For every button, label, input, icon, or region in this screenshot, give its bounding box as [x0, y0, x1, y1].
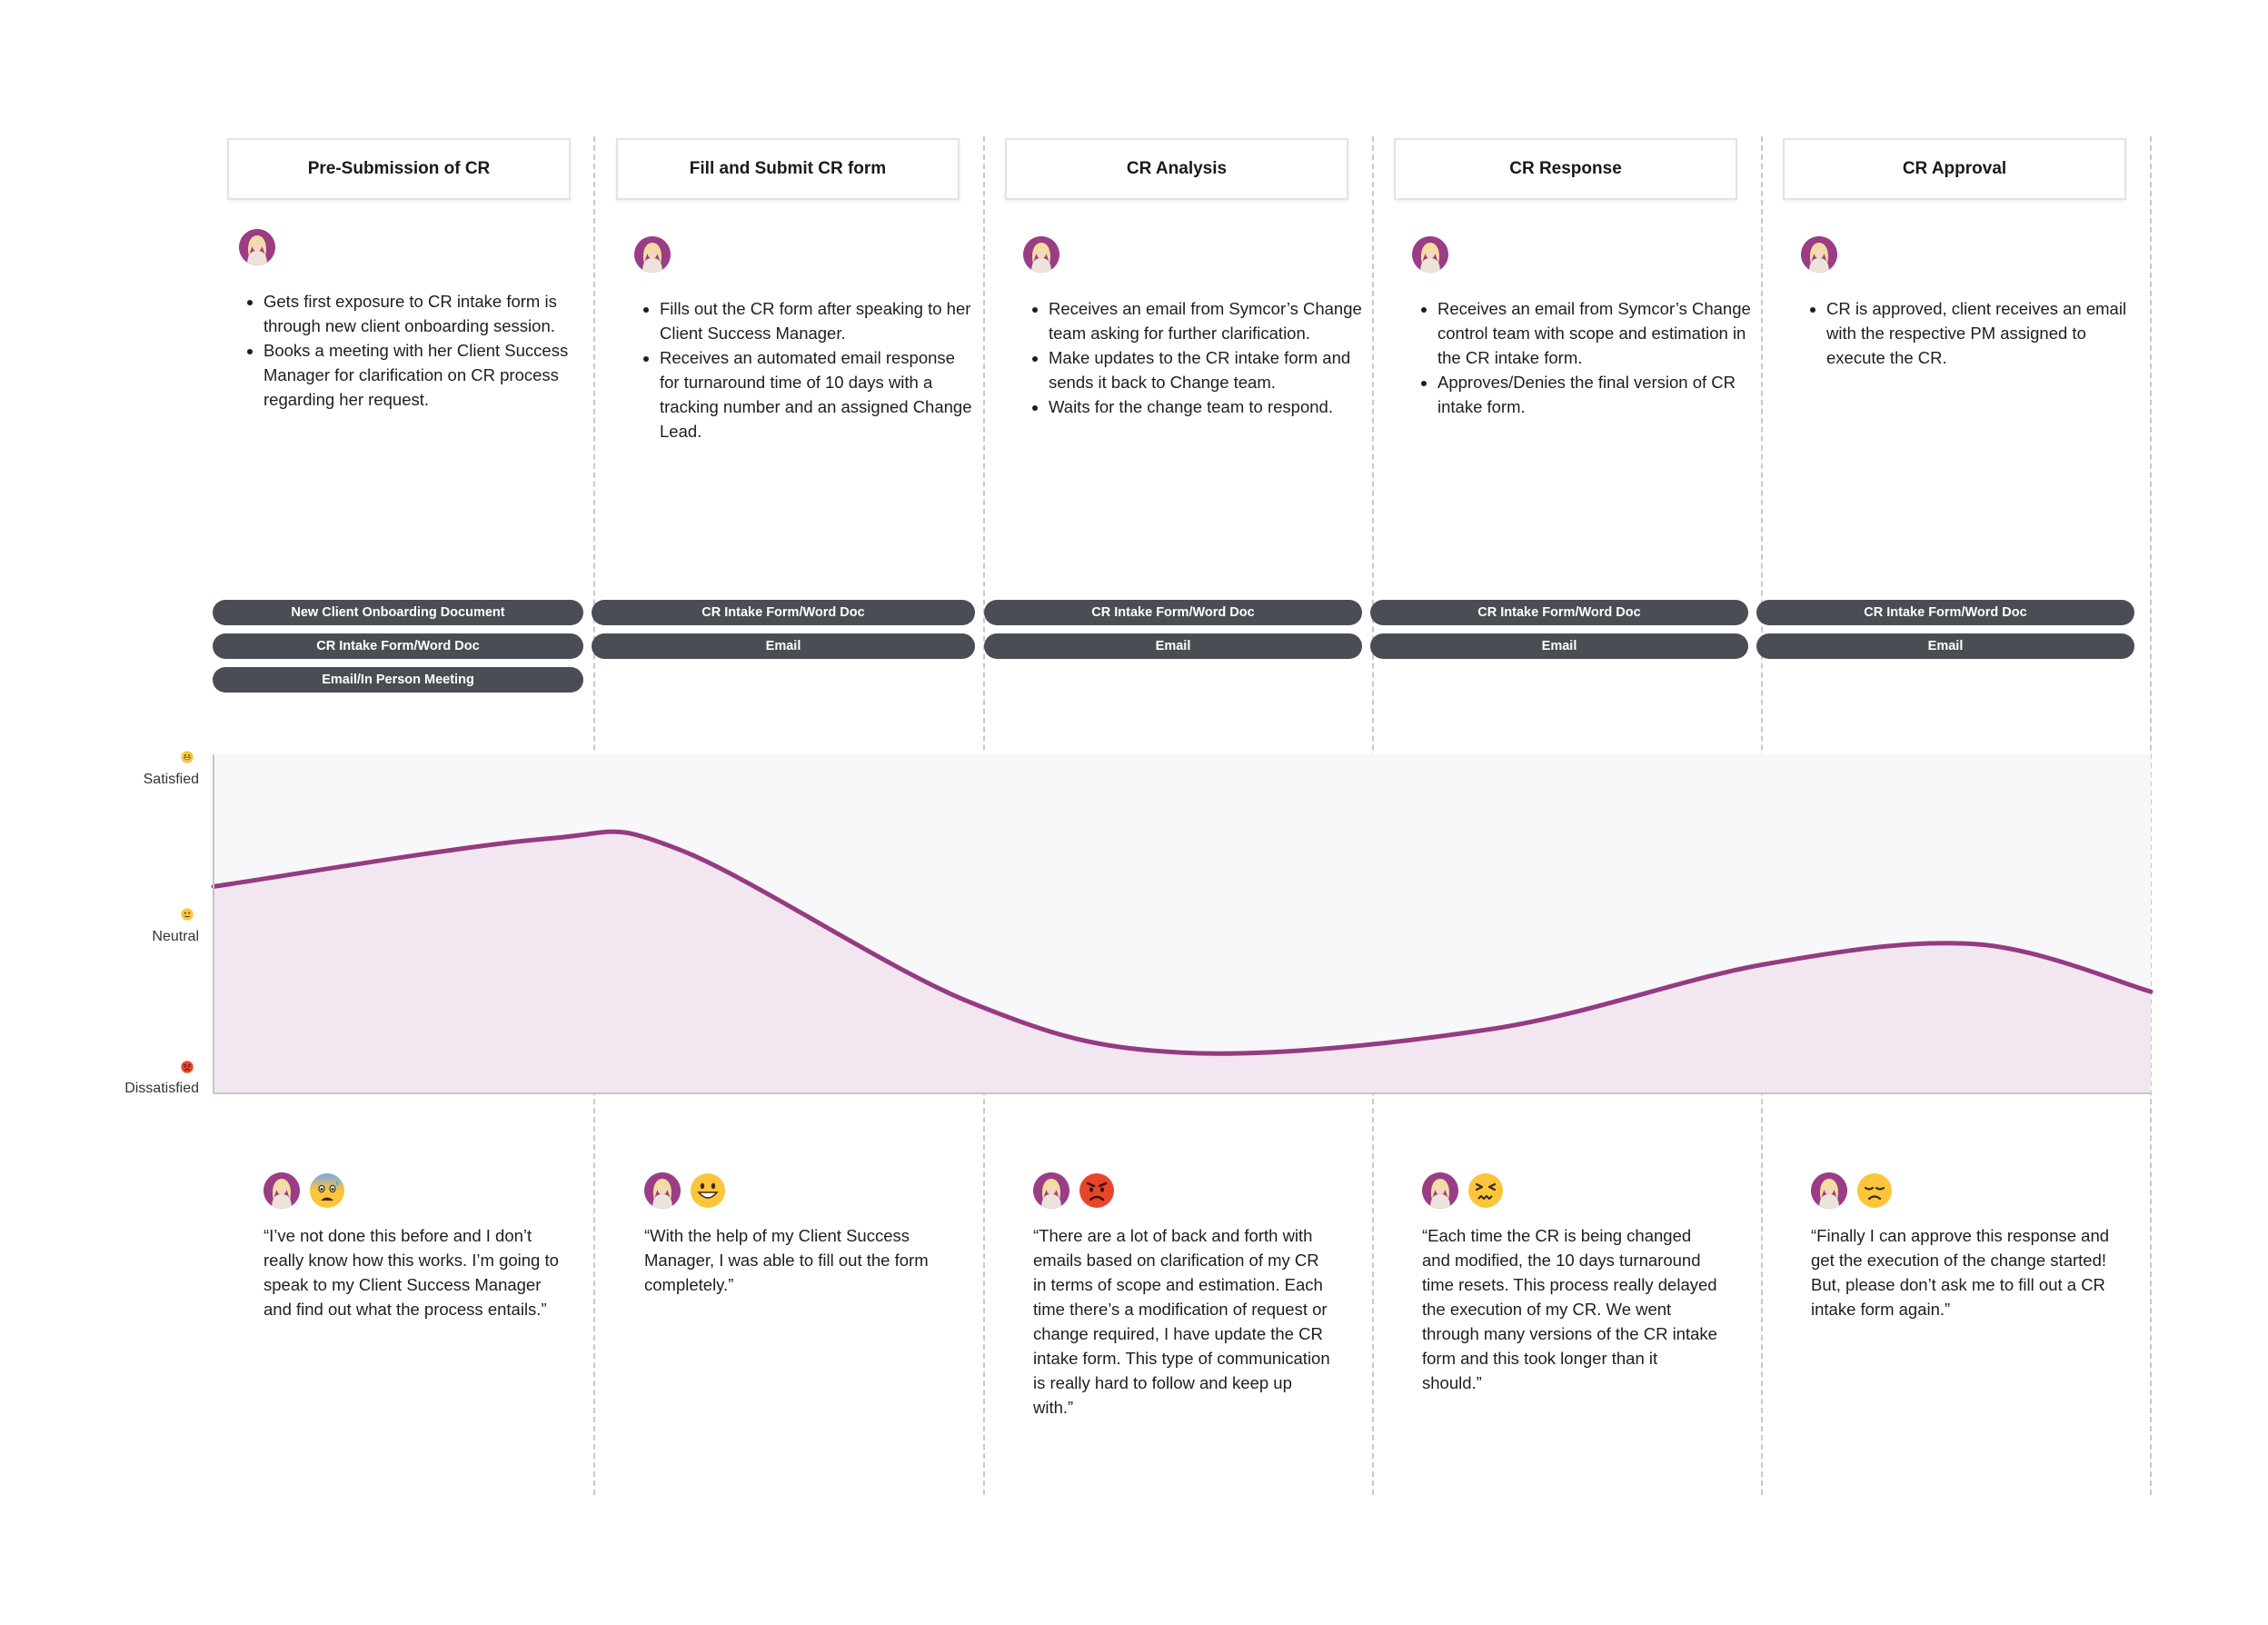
stage-actions: Gets first exposure to CR intake form is…	[238, 289, 572, 412]
touchpoint-pill: Email	[1370, 633, 1748, 659]
grinning-face-icon	[690, 1172, 726, 1209]
persona-quote: “With the help of my Client Success Mana…	[644, 1226, 929, 1294]
disappointed-face-icon	[1856, 1172, 1893, 1209]
action-item: Gets first exposure to CR intake form is…	[264, 289, 572, 338]
confounded-face-icon	[1467, 1172, 1504, 1209]
touchpoint-pill: New Client Onboarding Document	[213, 600, 583, 625]
action-item: Receives an email from Symcor’s Change c…	[1437, 296, 1756, 370]
persona-avatar-icon	[1811, 1172, 1847, 1209]
persona-avatar-icon	[1023, 236, 1059, 273]
stage-title: CR Approval	[1902, 159, 2007, 178]
stage-header-pre-submission: Pre-Submission of CR	[227, 138, 571, 200]
persona-quote: “There are a lot of back and forth with …	[1033, 1226, 1330, 1417]
stage-title: CR Analysis	[1126, 159, 1228, 178]
action-item: Fills out the CR form after speaking to …	[660, 296, 978, 345]
emotion-line	[211, 829, 2154, 1056]
stage-actions: Receives an email from Symcor’s Change c…	[1412, 296, 1756, 419]
persona-quote: “Finally I can approve this response and…	[1811, 1226, 2110, 1319]
action-item: Receives an email from Symcor’s Change t…	[1049, 296, 1367, 345]
angry-face-icon	[181, 1061, 194, 1073]
persona-avatar-icon	[264, 1172, 300, 1209]
persona-quote: “I’ve not done this before and I don’t r…	[264, 1226, 559, 1319]
stage-title: Pre-Submission of CR	[307, 159, 491, 178]
touchpoint-pill: Email	[592, 633, 975, 659]
action-item: Approves/Denies the final version of CR …	[1437, 370, 1756, 419]
stage-header-analysis: CR Analysis	[1005, 138, 1348, 200]
stage-actions: CR is approved, client receives an email…	[1801, 296, 2144, 370]
y-label-dissatisfied: Dissatisfied	[124, 1081, 199, 1096]
touchpoint-pill: CR Intake Form/Word Doc	[213, 633, 583, 659]
stage-header-response: CR Response	[1394, 138, 1737, 200]
action-item: Waits for the change team to respond.	[1049, 394, 1367, 419]
stage-actions: Fills out the CR form after speaking to …	[634, 296, 978, 444]
action-item: Make updates to the CR intake form and s…	[1049, 345, 1367, 394]
stage-title: Fill and Submit CR form	[689, 159, 887, 178]
stage-header-approval: CR Approval	[1783, 138, 2126, 200]
action-item: Books a meeting with her Client Success …	[264, 338, 572, 412]
touchpoint-pill: Email	[1756, 633, 2134, 659]
angry-face-icon	[1079, 1172, 1115, 1209]
persona-avatar-icon	[644, 1172, 681, 1209]
persona-avatar-icon	[634, 236, 671, 273]
persona-avatar-icon	[239, 229, 275, 265]
y-label-satisfied: Satisfied	[143, 772, 199, 787]
anxious-sweat-face-icon	[309, 1172, 345, 1209]
touchpoint-pill: CR Intake Form/Word Doc	[1370, 600, 1748, 625]
neutral-face-icon	[181, 908, 194, 921]
persona-avatar-icon	[1801, 236, 1837, 273]
touchpoint-pill: CR Intake Form/Word Doc	[592, 600, 975, 625]
persona-avatar-icon	[1412, 236, 1448, 273]
persona-avatar-icon	[1033, 1172, 1069, 1209]
action-item: Receives an automated email response for…	[660, 345, 978, 444]
stage-title: CR Response	[1509, 159, 1622, 178]
action-item: CR is approved, client receives an email…	[1826, 296, 2144, 370]
emotion-area	[214, 832, 2151, 1093]
touchpoint-pill: Email	[984, 633, 1362, 659]
stage-header-fill-submit: Fill and Submit CR form	[616, 138, 960, 200]
stage-actions: Receives an email from Symcor’s Change t…	[1023, 296, 1367, 419]
y-label-neutral: Neutral	[152, 929, 199, 944]
persona-avatar-icon	[1422, 1172, 1458, 1209]
grinning-face-icon	[181, 751, 194, 763]
persona-quote: “Each time the CR is being changed and m…	[1422, 1226, 1717, 1392]
touchpoint-pill: CR Intake Form/Word Doc	[1756, 600, 2134, 625]
touchpoint-pill: Email/In Person Meeting	[213, 667, 583, 693]
touchpoint-pill: CR Intake Form/Word Doc	[984, 600, 1362, 625]
